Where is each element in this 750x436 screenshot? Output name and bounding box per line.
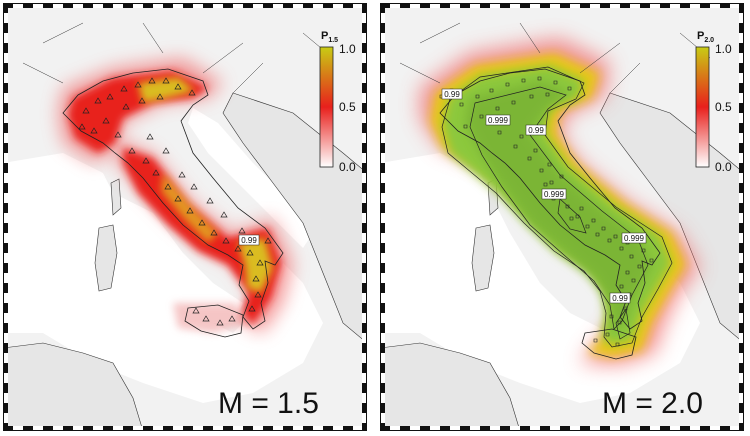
map-panel-m15: 0.99 P1.5 1.0 0.5 0.0 M = 1.5 <box>3 3 367 431</box>
colorbar-tick-low: 0.0 <box>339 160 356 174</box>
colorbar-tick-high: 1.0 <box>715 42 732 56</box>
sea-area <box>3 153 323 403</box>
frame-bottom <box>380 426 744 431</box>
colorbar-title: P1.5 <box>321 30 338 44</box>
map-svg-m20: 0.99 0.999 0.99 0.999 0.999 0.99 P2.0 1.… <box>380 3 744 431</box>
colorbar-tick-high: 1.0 <box>339 42 356 56</box>
probability-field <box>58 58 293 333</box>
frame-right <box>362 3 367 431</box>
contour-label: 0.99 <box>528 126 544 135</box>
frame-bottom <box>3 426 367 431</box>
contour-label: 0.999 <box>624 234 645 243</box>
contour-label-box <box>238 234 260 246</box>
colorbar-tick-mid: 0.5 <box>339 100 356 114</box>
tyrrhenian-sea <box>103 193 243 323</box>
contour-label-group: 0.99 0.999 0.99 0.999 0.999 0.99 <box>441 88 647 304</box>
magnitude-label: M = 2.0 <box>602 387 703 420</box>
frame-right <box>739 3 744 431</box>
sicily <box>184 304 244 338</box>
colorbar <box>695 46 710 168</box>
colorbar-title: P2.0 <box>697 30 714 44</box>
map-svg-m15: 0.99 P1.5 1.0 0.5 0.0 M = 1.5 <box>3 3 367 431</box>
adriatic-sea <box>188 108 313 248</box>
africa-land <box>380 342 521 431</box>
contour-label: 0.99 <box>444 90 460 99</box>
italy-coastline <box>439 68 661 330</box>
sardinia <box>94 224 118 292</box>
africa-land <box>3 342 144 431</box>
colorbar <box>319 46 334 168</box>
contour-label: 0.99 <box>612 294 628 303</box>
border-lines <box>399 22 711 94</box>
magnitude-label: M = 1.5 <box>218 387 319 420</box>
frame-left <box>380 3 385 431</box>
sicily <box>581 328 637 360</box>
italy-coastline <box>62 68 284 330</box>
frame-top <box>3 3 367 8</box>
border-lines <box>22 22 334 94</box>
map-panel-m20: 0.99 0.999 0.99 0.999 0.999 0.99 P2.0 1.… <box>380 3 744 431</box>
colorbar-tick-low: 0.0 <box>715 160 732 174</box>
frame-left <box>3 3 8 431</box>
contour-label: 0.99 <box>241 236 257 245</box>
sardinia <box>471 224 495 292</box>
corsica <box>110 178 122 216</box>
contour-label: 0.999 <box>488 116 509 125</box>
colorbar-tick-mid: 0.5 <box>715 100 732 114</box>
station-markers <box>78 77 272 326</box>
station-markers <box>439 76 654 347</box>
contour-label: 0.999 <box>544 190 565 199</box>
frame-top <box>380 3 744 8</box>
